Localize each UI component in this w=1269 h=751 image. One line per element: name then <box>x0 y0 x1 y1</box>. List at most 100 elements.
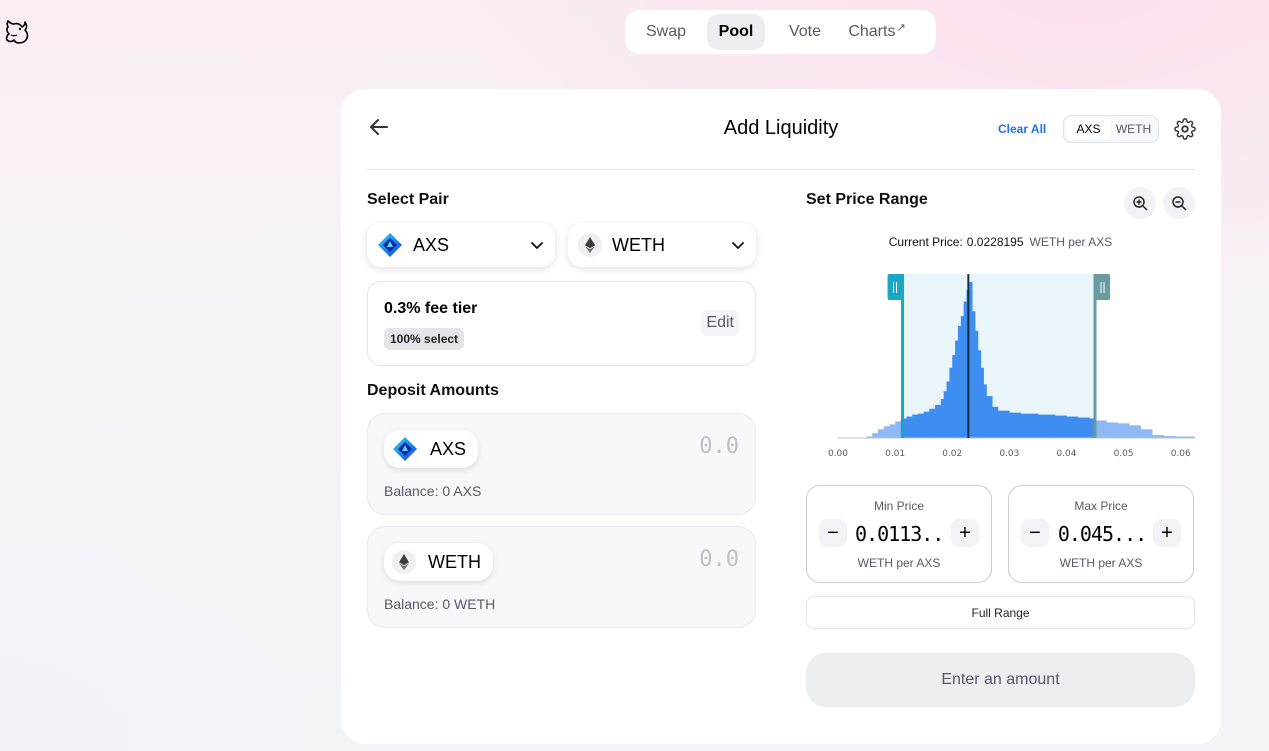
x-tick-label: 0.02 <box>942 449 962 459</box>
x-tick-label: 0.04 <box>1056 449 1076 459</box>
current-price-label: Current Price: <box>888 235 963 249</box>
max-price-title: Max Price <box>1074 499 1128 513</box>
liquidity-bar <box>929 408 936 438</box>
zoom-in-icon <box>1133 196 1148 211</box>
liquidity-bar <box>986 396 993 438</box>
deposit-a-balance: Balance: 0 AXS <box>384 483 482 499</box>
deposit-token-a-name: AXS <box>430 438 467 459</box>
liquidity-bar <box>889 424 896 438</box>
liquidity-bar <box>1095 420 1107 438</box>
token-b-name: WETH <box>612 234 665 255</box>
chevron-down-icon <box>531 242 543 249</box>
liquidity-bar <box>952 355 956 438</box>
liquidity-bar <box>1066 416 1079 438</box>
deposit-amounts-label: Deposit Amounts <box>367 382 499 399</box>
min-price-unit: WETH per AXS <box>857 556 941 570</box>
nav-charts-label: Charts <box>848 23 896 40</box>
back-arrow-icon[interactable] <box>368 116 390 138</box>
top-nav: Swap Pool Vote Charts ↗ <box>625 10 936 54</box>
liquidity-bar <box>1055 415 1067 438</box>
zoom-out-button[interactable] <box>1163 187 1195 219</box>
clear-all-button[interactable]: Clear All <box>998 122 1047 136</box>
liquidity-bar <box>1037 414 1056 438</box>
liquidity-bar <box>960 316 964 438</box>
base-token-toggle: AXS WETH <box>1063 115 1159 143</box>
nav-pool[interactable]: Pool <box>707 14 765 50</box>
toggle-axs[interactable]: AXS <box>1066 118 1111 140</box>
liquidity-chart[interactable]: 0.00 0.01 0.02 0.03 0.04 0.05 0.06 <box>806 269 1195 469</box>
fee-select-badge: 100% select <box>384 328 465 350</box>
axs-token-icon <box>378 233 402 257</box>
liquidity-bar <box>923 411 930 438</box>
deposit-box-b: WETH Balance: 0 WETH <box>367 526 756 628</box>
deposit-box-a: AXS Balance: 0 AXS <box>367 413 756 515</box>
liquidity-bar <box>1020 413 1039 438</box>
nav-charts[interactable]: Charts ↗ <box>837 14 917 50</box>
max-price-decrement-button[interactable]: − <box>1021 519 1049 547</box>
liquidity-bar <box>1140 429 1153 438</box>
add-liquidity-card: Add Liquidity Clear All AXS WETH Select … <box>341 89 1221 744</box>
gear-icon[interactable] <box>1174 118 1196 140</box>
max-price-unit: WETH per AXS <box>1059 556 1143 570</box>
min-range-handle <box>887 274 903 300</box>
liquidity-bar <box>972 311 976 438</box>
liquidity-bar <box>895 421 902 438</box>
liquidity-bar <box>1009 412 1022 438</box>
x-tick-label: 0.00 <box>828 449 848 459</box>
liquidity-bar <box>877 429 884 438</box>
min-price-input[interactable]: 0.0113... <box>855 522 945 546</box>
enter-amount-button[interactable]: Enter an amount <box>806 653 1195 707</box>
fee-edit-button[interactable]: Edit <box>701 310 739 336</box>
chevron-down-icon <box>732 242 744 249</box>
x-tick-label: 0.06 <box>1171 449 1191 459</box>
liquidity-bar <box>1089 418 1096 438</box>
liquidity-bar <box>949 367 953 438</box>
deposit-token-b-name: WETH <box>428 551 481 572</box>
liquidity-bar <box>883 426 890 438</box>
min-price-decrement-button[interactable]: − <box>819 519 847 547</box>
max-price-input[interactable]: 0.045... <box>1057 522 1147 546</box>
liquidity-bar <box>943 391 947 438</box>
max-price-box: Max Price − 0.045... + WETH per AXS <box>1008 485 1194 583</box>
x-tick-label: 0.01 <box>885 449 905 459</box>
token-b-select[interactable]: WETH <box>568 223 756 267</box>
deposit-b-amount-input[interactable] <box>579 547 739 572</box>
liquidity-bar <box>935 404 942 438</box>
page-title: Add Liquidity <box>723 117 839 139</box>
full-range-button[interactable]: Full Range <box>806 596 1195 629</box>
axs-token-icon <box>393 437 417 461</box>
liquidity-bar <box>906 416 913 438</box>
nav-vote[interactable]: Vote <box>788 23 822 40</box>
x-tick-label: 0.05 <box>1114 449 1134 459</box>
set-price-range-label: Set Price Range <box>806 191 928 208</box>
fee-tier-title: 0.3% fee tier <box>384 300 478 317</box>
liquidity-bar <box>1129 425 1142 438</box>
liquidity-bar <box>1117 423 1130 438</box>
unicorn-logo-icon[interactable] <box>2 17 32 45</box>
liquidity-bar <box>1106 422 1119 438</box>
min-price-increment-button[interactable]: + <box>951 519 979 547</box>
liquidity-bar <box>977 350 982 438</box>
max-range-handle <box>1095 274 1111 300</box>
current-price-value: 0.0228195 <box>966 235 1024 249</box>
liquidity-bar <box>872 433 879 438</box>
liquidity-bar <box>992 406 999 438</box>
current-price-unit: WETH per AXS <box>1029 235 1113 249</box>
liquidity-bar <box>1077 417 1090 438</box>
nav-swap[interactable]: Swap <box>645 23 687 40</box>
external-link-icon: ↗ <box>896 21 906 34</box>
toggle-weth[interactable]: WETH <box>1115 122 1152 136</box>
liquidity-bar <box>975 330 979 438</box>
deposit-token-a: AXS <box>384 430 479 468</box>
x-tick-label: 0.03 <box>999 449 1019 459</box>
max-price-increment-button[interactable]: + <box>1153 519 1181 547</box>
min-price-box: Min Price − 0.0113... + WETH per AXS <box>806 485 992 583</box>
liquidity-bar <box>1175 436 1195 438</box>
eth-token-icon <box>392 550 416 574</box>
liquidity-bar <box>997 410 1010 438</box>
deposit-a-amount-input[interactable] <box>579 434 739 459</box>
eth-token-icon <box>578 233 602 257</box>
token-a-select[interactable]: AXS <box>367 223 555 267</box>
liquidity-bar <box>940 399 944 438</box>
zoom-in-button[interactable] <box>1124 187 1156 219</box>
